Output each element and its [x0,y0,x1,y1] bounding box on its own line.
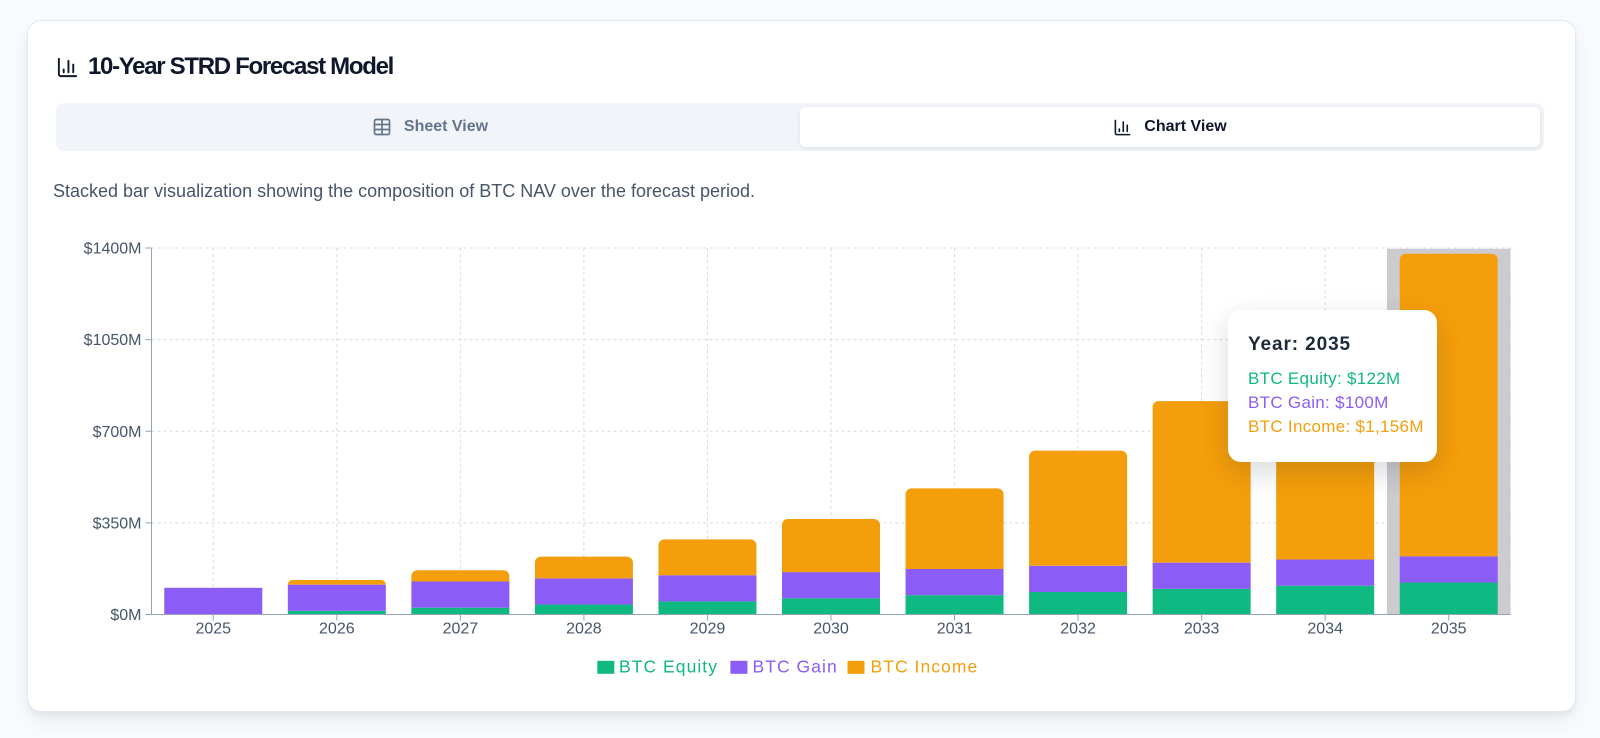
svg-text:2032: 2032 [1060,621,1096,638]
svg-text:BTC Gain: BTC Gain [753,657,838,677]
svg-text:$0M: $0M [110,607,141,624]
svg-text:2031: 2031 [937,621,973,638]
svg-text:BTC Income: BTC Income [871,657,979,677]
svg-text:2028: 2028 [566,621,602,638]
svg-text:$700M: $700M [93,424,142,441]
svg-text:2034: 2034 [1307,621,1343,638]
svg-text:2026: 2026 [319,621,355,638]
svg-text:2030: 2030 [813,621,849,638]
svg-text:2029: 2029 [690,621,726,638]
svg-text:$1050M: $1050M [84,332,142,349]
svg-text:$350M: $350M [93,515,142,532]
svg-text:2027: 2027 [443,621,479,638]
svg-text:BTC Equity: BTC Equity [619,657,718,677]
svg-text:2035: 2035 [1431,621,1467,638]
svg-text:$1400M: $1400M [84,241,142,258]
svg-text:2025: 2025 [195,621,231,638]
svg-text:2033: 2033 [1184,621,1220,638]
